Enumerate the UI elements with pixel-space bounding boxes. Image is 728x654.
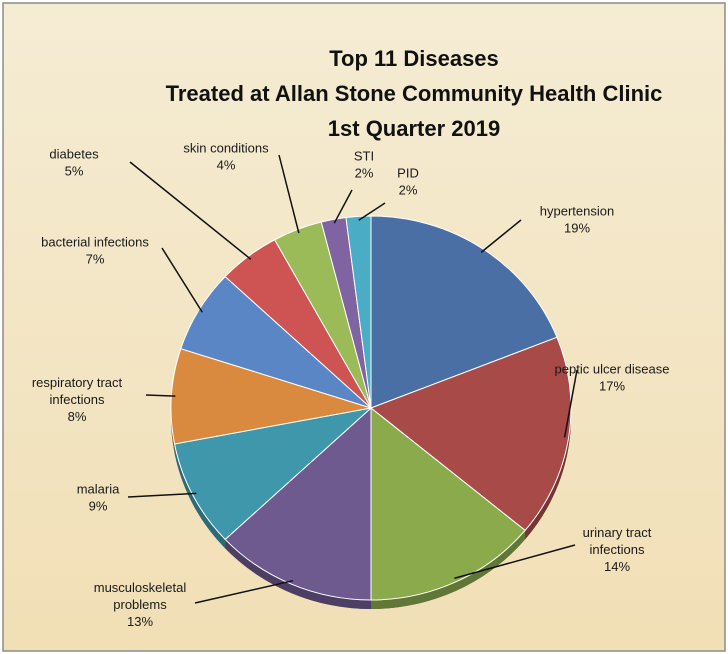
slice-percent-hypertension: 19%	[564, 221, 590, 236]
slice-label-diabetes: diabetes 5%	[49, 147, 99, 179]
pie-slice-malaria	[173, 407, 373, 541]
slice-label-peptic-ulcer-disease: peptic ulcer disease 17%	[555, 362, 670, 394]
chart-title-line-1: Top 11 Diseases	[329, 46, 499, 71]
slice-name-hypertension: hypertension	[540, 204, 614, 219]
pie-slice-pid	[345, 215, 372, 409]
slice-percent-malaria: 9%	[89, 499, 108, 514]
slice-label-pid: PID 2%	[397, 166, 419, 198]
slice-label-urinary-tract-infections: urinary tract infections 14%	[583, 525, 652, 574]
slice-name-respiratory-tract-infections: respiratory tract	[32, 375, 123, 390]
slice-label-respiratory-tract-infections: respiratory tract infections 8%	[32, 375, 123, 424]
slice-name-pid: PID	[397, 166, 419, 181]
slice-name-musculoskeletal-problems: problems	[113, 597, 167, 612]
pie-slice-hypertension	[370, 215, 558, 409]
slice-name-urinary-tract-infections: urinary tract	[583, 525, 652, 540]
slice-name-sti: STI	[354, 149, 374, 164]
leader-lines	[127, 154, 578, 604]
slice-name-musculoskeletal-problems: musculoskeletal	[94, 580, 187, 595]
pie-slice-musculoskeletal-problems	[224, 406, 372, 601]
slice-name-urinary-tract-infections: infections	[590, 542, 645, 557]
pie-side-musculoskeletal-problems	[225, 539, 371, 609]
pie-side-peptic-ulcer-disease	[525, 337, 571, 540]
slice-name-respiratory-tract-infections: infections	[50, 392, 105, 407]
leader-line-skin-conditions	[278, 154, 300, 234]
slice-percent-musculoskeletal-problems: 13%	[127, 614, 153, 629]
pie-slice-urinary-tract-infections	[370, 406, 526, 601]
leader-line-musculoskeletal-problems	[194, 579, 294, 604]
slice-label-hypertension: hypertension 19%	[540, 204, 614, 236]
slice-label-musculoskeletal-problems: musculoskeletal problems 13%	[94, 580, 187, 629]
leader-line-malaria	[127, 492, 197, 498]
slice-percent-urinary-tract-infections: 14%	[604, 559, 630, 574]
slice-name-diabetes: diabetes	[49, 147, 99, 162]
slice-label-skin-conditions: skin conditions 4%	[183, 141, 269, 173]
slice-percent-sti: 2%	[355, 166, 374, 181]
slice-percent-skin-conditions: 4%	[217, 158, 236, 173]
leader-line-pid	[358, 202, 386, 221]
leader-line-respiratory-tract-infections	[145, 394, 176, 397]
slice-label-bacterial-infections: bacterial infections 7%	[41, 235, 149, 267]
leader-line-diabetes	[129, 161, 252, 260]
slice-name-skin-conditions: skin conditions	[183, 141, 269, 156]
chart-title-line-2: Treated at Allan Stone Community Health …	[166, 81, 663, 106]
pie-slice-peptic-ulcer-disease	[370, 336, 572, 532]
pie-side-malaria	[174, 443, 226, 549]
leader-line-bacterial-infections	[161, 247, 203, 313]
slice-percent-bacterial-infections: 7%	[86, 252, 105, 267]
slice-percent-pid: 2%	[399, 183, 418, 198]
leader-line-sti	[333, 189, 353, 224]
leader-line-peptic-ulcer-disease	[563, 369, 578, 438]
slice-percent-respiratory-tract-infections: 8%	[68, 409, 87, 424]
slice-name-malaria: malaria	[77, 482, 120, 497]
slice-labels: hypertension 19% peptic ulcer disease 17% ur…	[32, 141, 670, 630]
chart-title-line-3: 1st Quarter 2019	[328, 116, 500, 141]
slice-percent-peptic-ulcer-disease: 17%	[599, 379, 625, 394]
slice-label-malaria: malaria 9%	[77, 482, 120, 514]
slice-name-peptic-ulcer-disease: peptic ulcer disease	[555, 362, 670, 377]
chart-title: Top 11 Diseases Treated at Allan Stone C…	[166, 46, 663, 141]
pie-side-urinary-tract-infections	[371, 530, 526, 609]
leader-line-urinary-tract-infections	[454, 544, 576, 579]
pie-slices	[170, 215, 572, 601]
slice-percent-diabetes: 5%	[65, 164, 84, 179]
slice-name-bacterial-infections: bacterial infections	[41, 235, 149, 250]
leader-line-hypertension	[480, 219, 522, 253]
slice-label-sti: STI 2%	[354, 149, 374, 181]
